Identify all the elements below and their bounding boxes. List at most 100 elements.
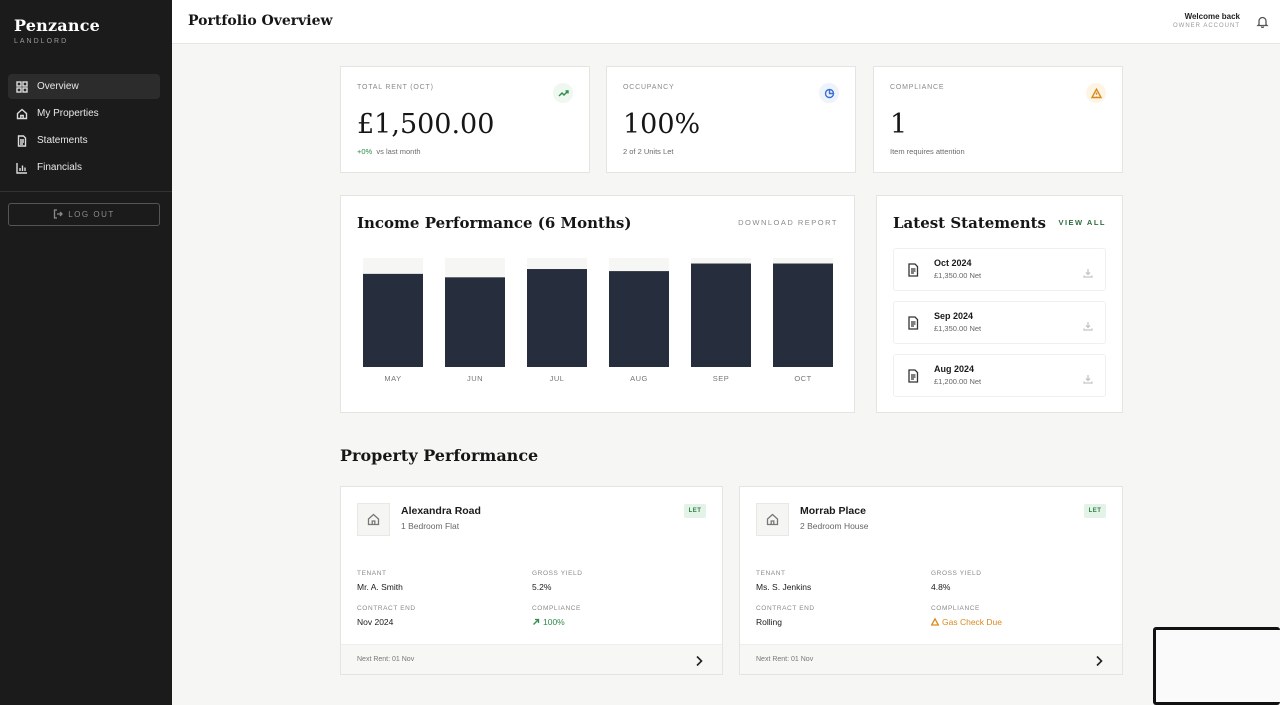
statement-net: £1,350.00 Net <box>934 271 982 280</box>
grid-icon <box>16 80 28 93</box>
brand: Penzance LANDLORD <box>14 16 100 45</box>
property-section-title: Property Performance <box>340 446 539 465</box>
document-icon <box>906 316 920 330</box>
stat-label: OCCUPANCY <box>623 84 675 91</box>
x-tick-label: OCT <box>794 374 811 383</box>
contract-end-value: Rolling <box>756 617 782 627</box>
sidebar-item-label: My Properties <box>37 108 99 119</box>
stat-delta: +0% <box>357 147 373 156</box>
x-tick-label: JUL <box>550 374 565 383</box>
chart-title: Income Performance (6 Months) <box>357 214 632 232</box>
bar-may[interactable] <box>363 273 423 367</box>
compliance-value: Gas Check Due <box>930 617 1002 627</box>
statements-title: Latest Statements <box>893 214 1046 232</box>
sidebar-item-my-properties[interactable]: My Properties <box>8 101 160 126</box>
occupancy-card: OCCUPANCY 100% 2 of 2 Units Let <box>606 66 856 173</box>
warning-icon <box>930 617 940 626</box>
logout-button[interactable]: LOG OUT <box>8 203 160 226</box>
stat-value: 100% <box>623 109 701 140</box>
stat-label: TOTAL RENT (OCT) <box>357 84 434 91</box>
statement-item[interactable]: Aug 2024 £1,200.00 Net <box>893 354 1106 397</box>
sidebar-item-label: Financials <box>37 162 83 173</box>
sidebar-item-statements[interactable]: Statements <box>8 128 160 153</box>
arrow-up-right-icon <box>533 618 540 625</box>
income-bar-chart: MAY JUN JUL AUG SEP OCT <box>363 258 833 383</box>
sidebar-item-overview[interactable]: Overview <box>8 74 160 99</box>
compliance-label: COMPLIANCE <box>532 605 581 612</box>
property-name: Morrab Place <box>800 505 866 517</box>
brand-subtitle: LANDLORD <box>14 38 69 45</box>
compliance-card: COMPLIANCE 1 Item requires attention <box>873 66 1123 173</box>
gross-yield-label: GROSS YIELD <box>931 570 982 577</box>
bar-chart-icon <box>16 162 28 174</box>
chevron-right-icon[interactable] <box>1094 654 1104 667</box>
gross-yield-value: 5.2% <box>532 582 552 592</box>
chevron-right-icon[interactable] <box>694 654 704 667</box>
statement-net: £1,350.00 Net <box>934 324 982 333</box>
next-rent: Next Rent: 01 Nov <box>357 656 415 663</box>
view-all-link[interactable]: VIEW ALL <box>1058 218 1106 227</box>
stat-subtext: +0% vs last month <box>357 147 421 156</box>
gross-yield-label: GROSS YIELD <box>532 570 583 577</box>
account-info[interactable]: Welcome back OWNER ACCOUNT <box>1173 12 1240 29</box>
download-report-link[interactable]: DOWNLOAD REPORT <box>738 218 838 227</box>
sidebar-nav: Overview My Properties Statements Financ… <box>8 74 160 182</box>
download-icon[interactable] <box>1083 265 1093 278</box>
statement-month: Sep 2024 <box>934 311 974 321</box>
gross-yield-value: 4.8% <box>931 582 951 592</box>
download-icon[interactable] <box>1083 318 1093 331</box>
tenant-value: Mr. A. Smith <box>357 582 403 592</box>
compliance-value: 100% <box>532 617 565 627</box>
x-tick-label: SEP <box>713 374 730 383</box>
statement-month: Aug 2024 <box>934 364 975 374</box>
document-icon <box>906 263 920 277</box>
tenant-label: TENANT <box>756 570 786 577</box>
logout-label: LOG OUT <box>68 210 115 219</box>
house-icon <box>357 503 390 536</box>
download-icon[interactable] <box>1083 371 1093 384</box>
compliance-label: COMPLIANCE <box>931 605 980 612</box>
trending-up-icon <box>553 83 573 103</box>
warning-icon <box>1086 83 1106 103</box>
property-card-alexandra-road[interactable]: Alexandra Road 1 Bedroom Flat LET TENANT… <box>340 486 723 675</box>
property-footer: Next Rent: 01 Nov <box>341 644 722 674</box>
stat-subtext: 2 of 2 Units Let <box>623 147 674 156</box>
statement-month: Oct 2024 <box>934 258 972 268</box>
status-badge: LET <box>1084 504 1106 518</box>
welcome-text: Welcome back <box>1184 12 1240 21</box>
sidebar: Penzance LANDLORD Overview My Properties… <box>0 0 172 705</box>
bar-oct[interactable] <box>773 263 833 367</box>
contract-end-label: CONTRACT END <box>756 605 815 612</box>
x-tick-label: JUN <box>467 374 483 383</box>
notification-bell-icon[interactable] <box>1256 15 1269 29</box>
top-header: Portfolio Overview Welcome back OWNER AC… <box>172 0 1280 44</box>
property-name: Alexandra Road <box>401 505 481 517</box>
statement-item[interactable]: Sep 2024 £1,350.00 Net <box>893 301 1106 344</box>
x-tick-label: AUG <box>630 374 648 383</box>
property-footer: Next Rent: 01 Nov <box>740 644 1122 674</box>
stat-value: £1,500.00 <box>357 109 495 140</box>
statement-net: £1,200.00 Net <box>934 377 982 386</box>
house-icon <box>16 108 28 120</box>
compliance-text: 100% <box>543 617 565 627</box>
bar-aug[interactable] <box>609 271 669 367</box>
brand-name: Penzance <box>14 16 101 35</box>
screen-preview-thumbnail[interactable] <box>1153 627 1280 705</box>
bar-jun[interactable] <box>445 277 505 367</box>
tenant-label: TENANT <box>357 570 387 577</box>
bar-jul[interactable] <box>527 269 587 367</box>
logout-icon <box>53 208 68 221</box>
sidebar-item-label: Statements <box>37 135 88 146</box>
property-card-morrab-place[interactable]: Morrab Place 2 Bedroom House LET TENANT … <box>739 486 1123 675</box>
stat-delta-caption: vs last month <box>376 147 421 156</box>
sidebar-item-financials[interactable]: Financials <box>8 155 160 180</box>
bar-sep[interactable] <box>691 263 751 367</box>
statement-item[interactable]: Oct 2024 £1,350.00 Net <box>893 248 1106 291</box>
account-type: OWNER ACCOUNT <box>1173 23 1240 29</box>
document-icon <box>16 134 28 147</box>
document-icon <box>906 369 920 383</box>
house-icon <box>756 503 789 536</box>
status-badge: LET <box>684 504 706 518</box>
compliance-text: Gas Check Due <box>942 617 1002 627</box>
screen-preview-image <box>1156 630 1280 702</box>
